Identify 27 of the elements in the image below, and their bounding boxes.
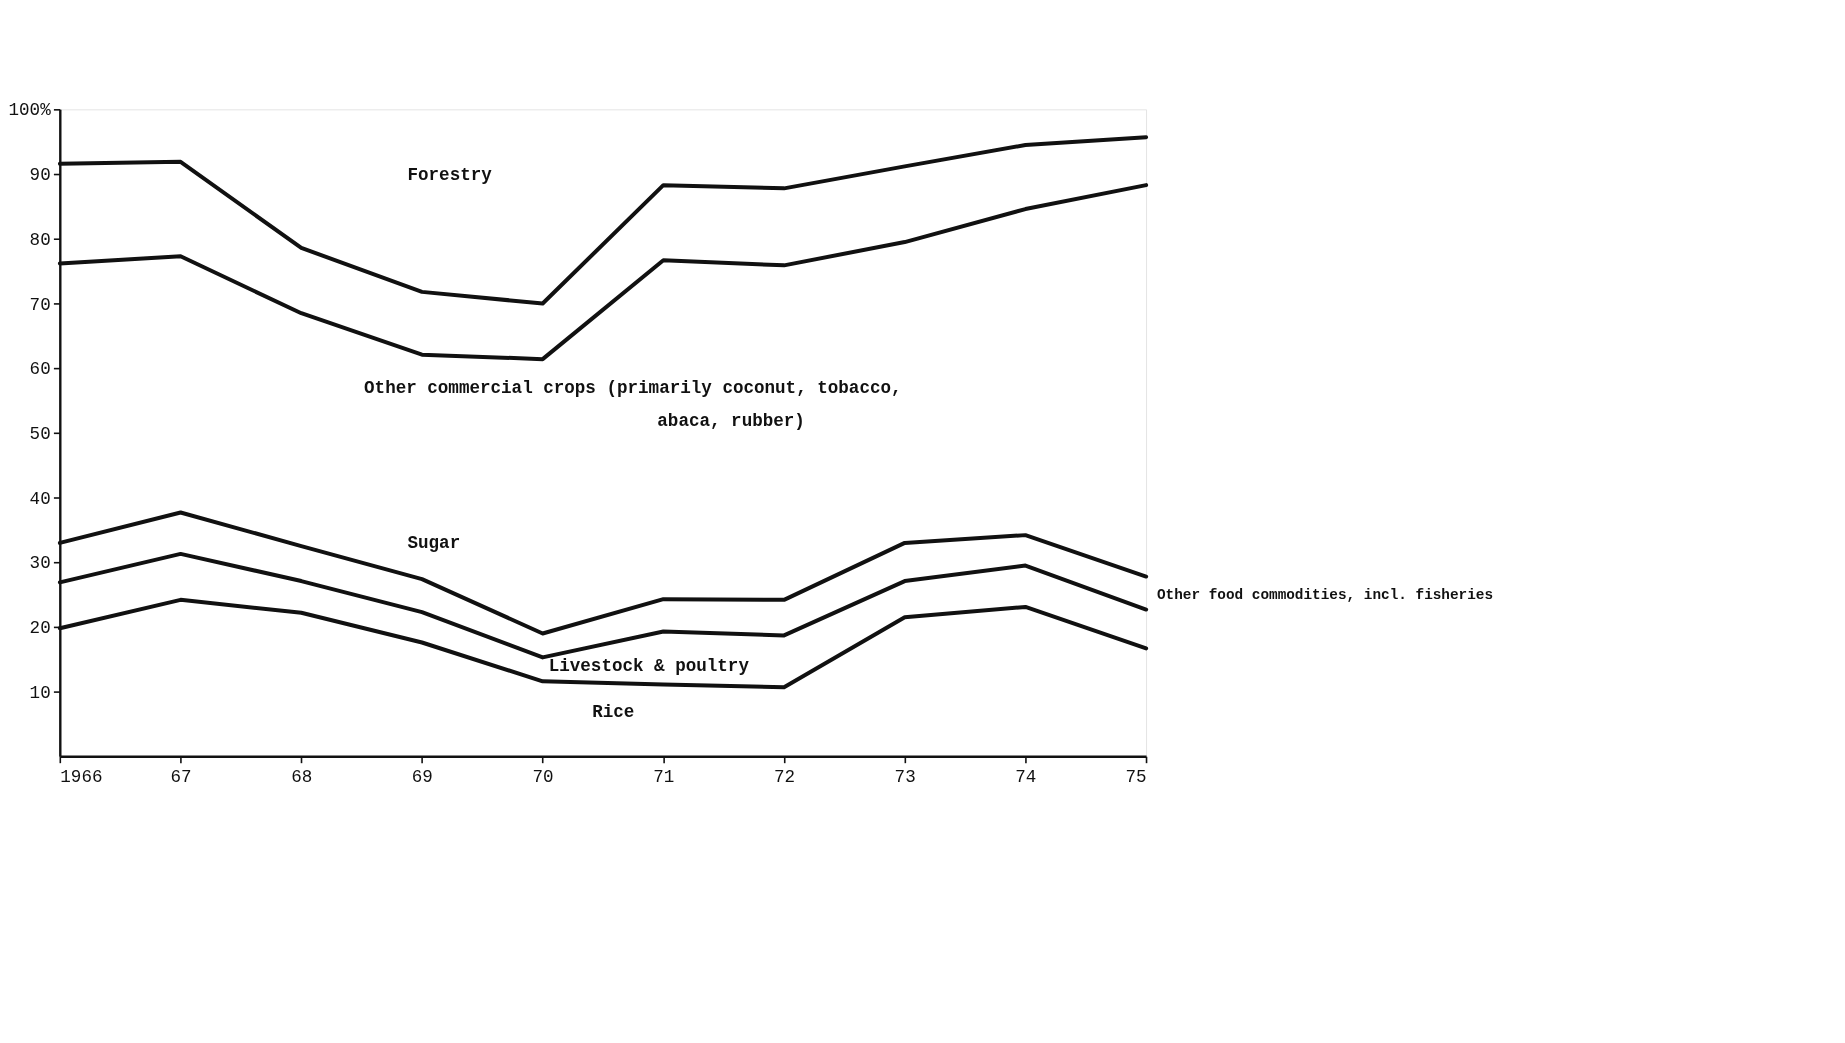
annotation: abaca, rubber) <box>657 410 805 431</box>
annotation: Forestry <box>407 164 493 185</box>
annotation: Other commercial crops (primarily coconut, tobacco, <box>364 378 902 399</box>
text: Other food commodities, incl. fisheries <box>1157 586 1494 603</box>
x-tick-label: 72 <box>773 766 795 787</box>
x-tick-label: 74 <box>1015 766 1037 787</box>
annotation: Rice <box>592 701 635 722</box>
y-tick-label: 10 <box>29 682 51 703</box>
y-tick-label: 70 <box>29 294 51 315</box>
y-tick-label: 50 <box>29 423 51 444</box>
y-tick-label: 80 <box>29 229 51 250</box>
x-tick-label: 73 <box>894 766 916 787</box>
x-tick-label: 69 <box>411 766 433 787</box>
y-tick-label: 90 <box>29 165 51 186</box>
y-tick-label: 60 <box>29 359 51 380</box>
x-tick-label: 67 <box>170 766 192 787</box>
y-tick-label: 30 <box>29 553 51 574</box>
y-tick-label: 40 <box>29 488 51 509</box>
y-tick-label: 100% <box>8 100 52 121</box>
annotation: Sugar <box>407 533 461 554</box>
x-tick-label: 71 <box>653 766 675 787</box>
x-tick-label: 75 <box>1125 766 1147 787</box>
x-tick-label: 70 <box>532 766 554 787</box>
annotation: Livestock & poultry <box>548 656 750 677</box>
x-tick-label: 1966 <box>60 766 103 787</box>
x-tick-label: 68 <box>291 766 313 787</box>
y-tick-label: 20 <box>29 617 51 638</box>
